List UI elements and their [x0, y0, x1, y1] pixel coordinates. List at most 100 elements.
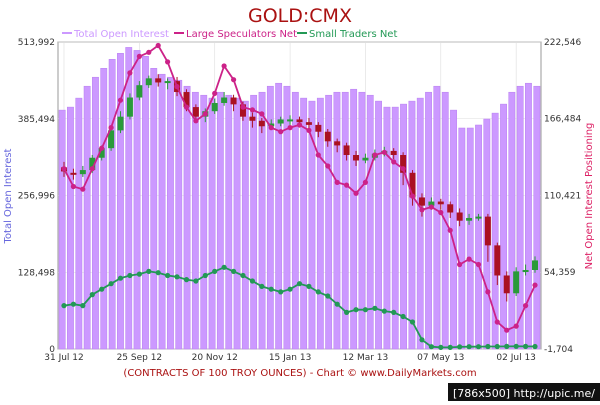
oi-bar [241, 100, 249, 350]
oi-bar [508, 91, 516, 350]
small-traders-point [334, 301, 340, 307]
oi-bar [383, 106, 391, 350]
oi-bar [358, 91, 366, 350]
oi-bar [258, 91, 266, 350]
small-traders-point [362, 307, 368, 313]
large-speculators-point [523, 303, 529, 309]
small-traders-point [70, 301, 76, 307]
small-traders-point [231, 268, 237, 274]
oi-bar [300, 97, 308, 350]
large-speculators-point [372, 152, 378, 158]
legend-item-small-traders[interactable]: Small Traders Net [297, 29, 397, 40]
oi-bar [58, 109, 66, 350]
oi-bar [142, 56, 149, 350]
right-tick-label: 222,546 [544, 38, 581, 48]
candle-down [418, 197, 425, 206]
small-traders-point [344, 309, 350, 315]
candle-down [239, 104, 246, 117]
oi-bar [191, 91, 199, 350]
oi-bar [391, 106, 399, 350]
oi-bar [416, 97, 424, 350]
small-traders-point [306, 283, 312, 289]
large-speculators-point [344, 182, 350, 188]
large-speculators-point [249, 107, 255, 113]
candle-up [211, 102, 218, 112]
oi-bar [266, 85, 274, 350]
small-traders-point [457, 344, 463, 350]
large-speculators-point [108, 125, 114, 131]
small-traders-point [504, 343, 510, 349]
oi-bar [475, 124, 482, 350]
oi-bar [308, 100, 316, 350]
right-tick-label: 110,421 [544, 192, 581, 202]
price-candles [61, 74, 538, 302]
candle-down [447, 204, 454, 213]
small-traders-point [278, 289, 284, 295]
candle-down [409, 172, 416, 198]
large-speculators-point [231, 77, 237, 83]
legend-item-large-speculators[interactable]: Large Speculators Net [174, 29, 297, 40]
large-speculators-point [155, 42, 161, 49]
small-traders-series [61, 264, 538, 350]
large-speculators-point [296, 122, 303, 128]
large-speculators-point [268, 125, 274, 131]
large-speculators-point [494, 319, 500, 325]
small-traders-point [428, 344, 434, 350]
large-speculators-point [193, 118, 199, 124]
x-tick-label: 25 Sep 12 [117, 353, 163, 363]
oi-bar [75, 97, 83, 350]
candle-up [475, 216, 482, 219]
large-speculators-point [391, 159, 397, 165]
legend-item-total-open-interest[interactable]: Total Open Interest [62, 29, 169, 40]
candle-down [437, 201, 444, 205]
large-speculators-point [89, 166, 95, 172]
large-speculators-point [183, 104, 190, 110]
x-tick-label: 07 May 13 [417, 353, 464, 363]
candle-down [353, 155, 360, 161]
small-traders-point [400, 313, 406, 320]
right-tick-label: -1,704 [544, 345, 573, 355]
large-speculators-point [80, 186, 86, 192]
oi-bar [150, 68, 158, 350]
legend-label-large-speculators: Large Speculators Net [186, 29, 297, 40]
large-speculators-point [362, 179, 368, 185]
oi-bar [233, 97, 241, 350]
candle-down [258, 120, 265, 127]
candle-down [484, 216, 491, 246]
oi-bar [92, 76, 99, 350]
small-traders-point [155, 270, 161, 276]
oi-bar [525, 82, 532, 350]
oi-bar [375, 100, 382, 350]
small-traders-point [268, 286, 274, 292]
oi-bar [425, 91, 432, 350]
oi-bar [117, 53, 124, 350]
large-speculators-point [532, 282, 538, 288]
x-tick-label: 12 Mar 13 [343, 353, 389, 363]
candle-down [155, 78, 162, 83]
candle-down [324, 131, 331, 142]
large-speculators-point [466, 256, 472, 262]
candle-up [136, 85, 143, 98]
large-speculators-point [475, 261, 482, 268]
large-speculators-point [306, 127, 312, 133]
oi-bar [325, 94, 333, 350]
large-speculators-point [259, 111, 265, 117]
small-traders-point [212, 268, 218, 274]
candle-up [145, 78, 152, 86]
large-speculators-point [428, 204, 434, 210]
oi-bar [183, 85, 191, 350]
x-tick-label: 02 Jul 13 [496, 353, 536, 363]
oi-bar [167, 76, 174, 350]
large-speculators-point [353, 190, 359, 196]
oi-bar [408, 100, 416, 350]
oi-bar [316, 97, 324, 350]
small-traders-point [532, 343, 538, 350]
left-tick-label: 256,996 [18, 192, 55, 202]
small-traders-point [259, 283, 265, 289]
small-traders-point [494, 343, 500, 350]
large-speculators-point [278, 129, 284, 135]
candle-down [305, 122, 312, 125]
small-traders-point [221, 264, 227, 270]
candle-down [400, 155, 407, 173]
large-speculators-point [212, 90, 218, 96]
